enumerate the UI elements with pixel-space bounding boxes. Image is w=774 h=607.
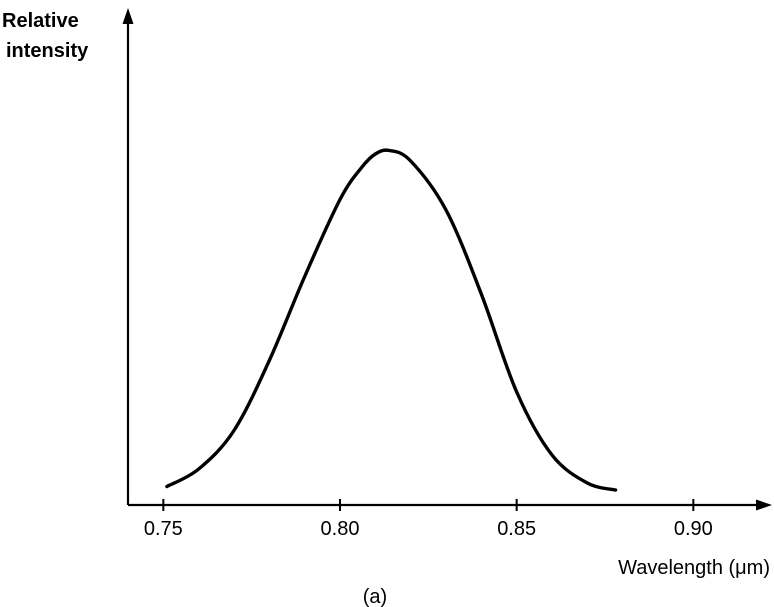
- x-tick-label-0.85: 0.85: [497, 518, 536, 540]
- x-axis-label: Wavelength (μm): [618, 557, 770, 579]
- y-axis-label-line-1: Relative: [2, 10, 79, 32]
- x-tick-label-0.80: 0.80: [321, 518, 360, 540]
- x-axis-ticks: 0.75 0.80 0.85 0.90: [144, 499, 713, 540]
- x-tick-label-0.75: 0.75: [144, 518, 183, 540]
- x-axis-arrowhead: [756, 499, 772, 511]
- y-axis-label-line-2: intensity: [6, 40, 89, 62]
- series-line-relative-intensity: [165, 148, 618, 492]
- y-axis-arrowhead: [122, 8, 134, 24]
- x-tick-label-0.90: 0.90: [674, 518, 713, 540]
- figure-caption: (a): [363, 586, 387, 607]
